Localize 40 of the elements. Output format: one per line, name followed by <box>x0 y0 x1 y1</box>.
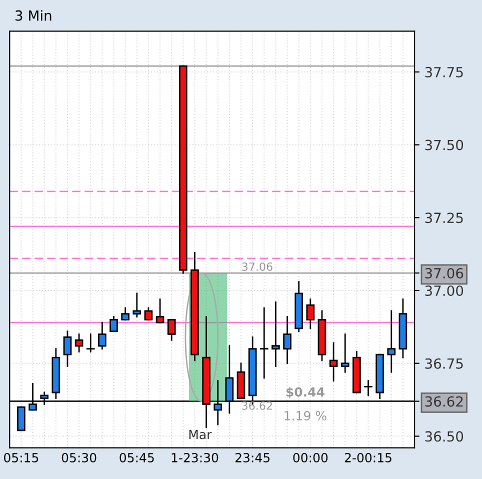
x-tick-label: 2-00:15 <box>344 452 392 462</box>
y-tick-label: 37.75 <box>425 66 463 78</box>
annotation: Mar <box>189 430 212 440</box>
candlestick <box>387 310 396 373</box>
candlestick <box>167 318 176 341</box>
candlestick <box>272 301 280 367</box>
x-tick-label: 00:00 <box>293 452 328 462</box>
y-tick-label: 37.50 <box>425 140 464 150</box>
annotation: $0.44 <box>286 387 324 398</box>
candlestick <box>121 307 130 320</box>
candlestick <box>17 406 26 432</box>
y-tick-label: 37.06 <box>425 268 464 278</box>
x-tick-label: 05:30 <box>62 452 96 462</box>
y-tick-label: 36.50 <box>425 431 464 442</box>
chart-title: 3 Min <box>16 10 52 21</box>
candlestick <box>260 307 268 379</box>
annotation: 1.19 % <box>284 410 326 420</box>
x-tick-label: 05:45 <box>120 452 154 462</box>
candlestick <box>110 316 118 332</box>
candlestick <box>98 322 106 350</box>
candlestick <box>283 316 292 364</box>
candlestick <box>132 292 142 318</box>
candlestick <box>329 342 338 382</box>
x-tick-label: 05:15 <box>4 452 38 462</box>
candlestick <box>306 298 315 330</box>
candlestick <box>156 298 164 324</box>
candlestick <box>74 334 84 352</box>
y-tick-label: 36.75 <box>425 358 463 369</box>
y-tick-label: 37.00 <box>425 285 464 296</box>
candlestick <box>63 330 72 367</box>
x-tick-label: 23:45 <box>235 452 270 462</box>
candlestick <box>364 380 372 396</box>
candlestick <box>144 307 153 320</box>
ref-line-label: 36.62 <box>242 401 272 410</box>
candlestick <box>340 334 350 373</box>
x-tick-label: 1-23:30 <box>172 452 218 462</box>
y-tick-label: 37.25 <box>425 212 463 224</box>
candlestick <box>86 334 95 352</box>
ref-line-label: 37.06 <box>242 262 272 271</box>
y-tick-label: 36.62 <box>425 396 463 407</box>
